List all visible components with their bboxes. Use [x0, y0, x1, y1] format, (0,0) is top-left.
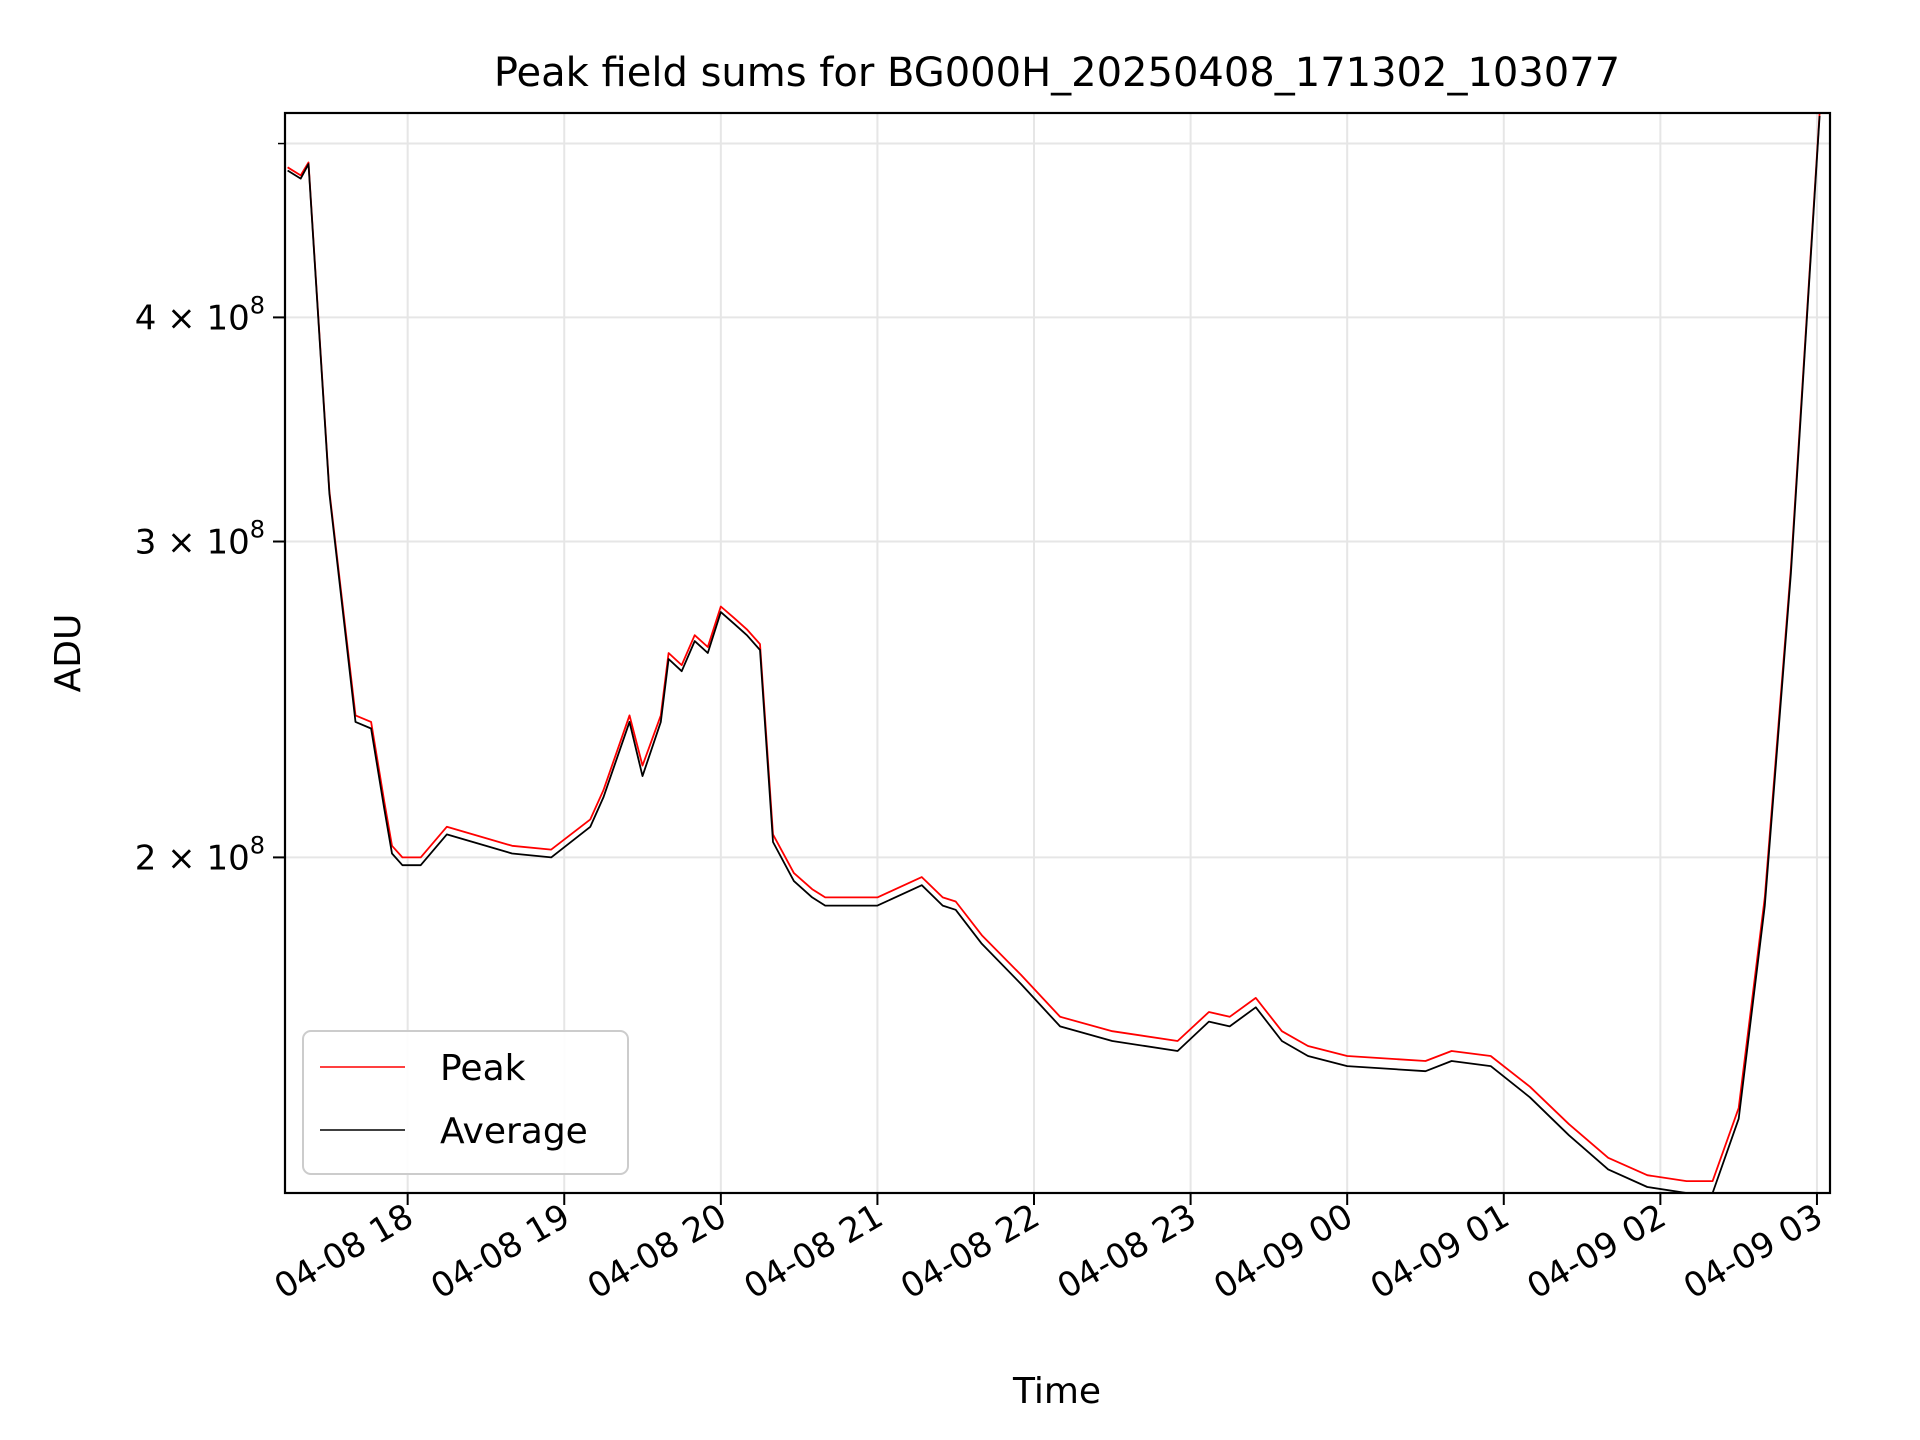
legend: Peak Average [302, 1030, 629, 1175]
y-tick-label: 3 × 108 [135, 516, 265, 563]
y-axis: 2 × 108 3 × 108 4 × 108 [135, 142, 285, 878]
grid-lines [285, 113, 1830, 1193]
y-axis-label: ADU [48, 614, 89, 693]
plot-frame [283, 111, 1832, 1195]
x-axis-label: Time [1012, 1371, 1101, 1412]
legend-label-average: Average [440, 1111, 588, 1152]
series-layer [287, 112, 1821, 1194]
y-tick-label: 4 × 108 [135, 291, 265, 338]
series-line-peak [287, 112, 1821, 1182]
legend-label-peak: Peak [440, 1048, 526, 1089]
series-line-average [287, 115, 1821, 1194]
y-tick-label: 2 × 108 [135, 831, 265, 878]
chart-title: Peak field sums for BG000H_20250408_1713… [494, 50, 1620, 96]
